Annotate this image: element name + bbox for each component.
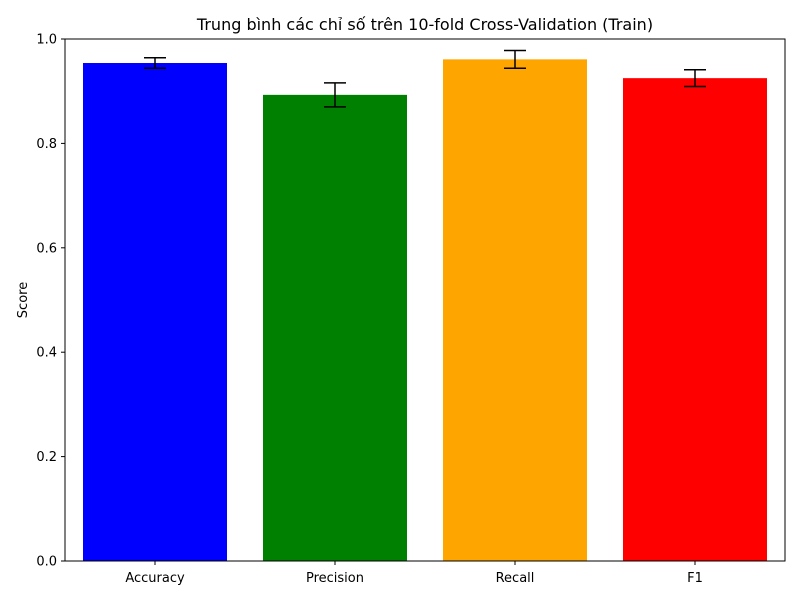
y-tick-label: 1.0: [36, 33, 57, 48]
axes-frame: [64, 38, 786, 562]
x-tick-label: F1: [687, 571, 703, 586]
y-tick-label: 0.0: [36, 555, 57, 570]
y-tick-label: 0.8: [36, 137, 57, 152]
bar-recall: [443, 59, 587, 561]
y-axis-label: Score: [16, 282, 31, 318]
bar-precision: [263, 94, 407, 561]
x-tick-label: Accuracy: [125, 571, 185, 586]
y-tick-label: 0.6: [36, 241, 57, 256]
bar-accuracy: [83, 63, 227, 562]
plot-area: Accuracy Precision Recall F1 0.0 0.2 0.4 0.6 0.8…: [36, 33, 786, 586]
bar-f1: [623, 78, 767, 562]
x-tick-label: Precision: [306, 571, 364, 586]
x-tick-label: Recall: [496, 571, 535, 586]
y-tick-label: 0.2: [36, 450, 57, 465]
y-tick-label: 0.4: [36, 346, 57, 361]
chart-title: Trung bình các chỉ số trên 10-fold Cross…: [196, 15, 653, 34]
